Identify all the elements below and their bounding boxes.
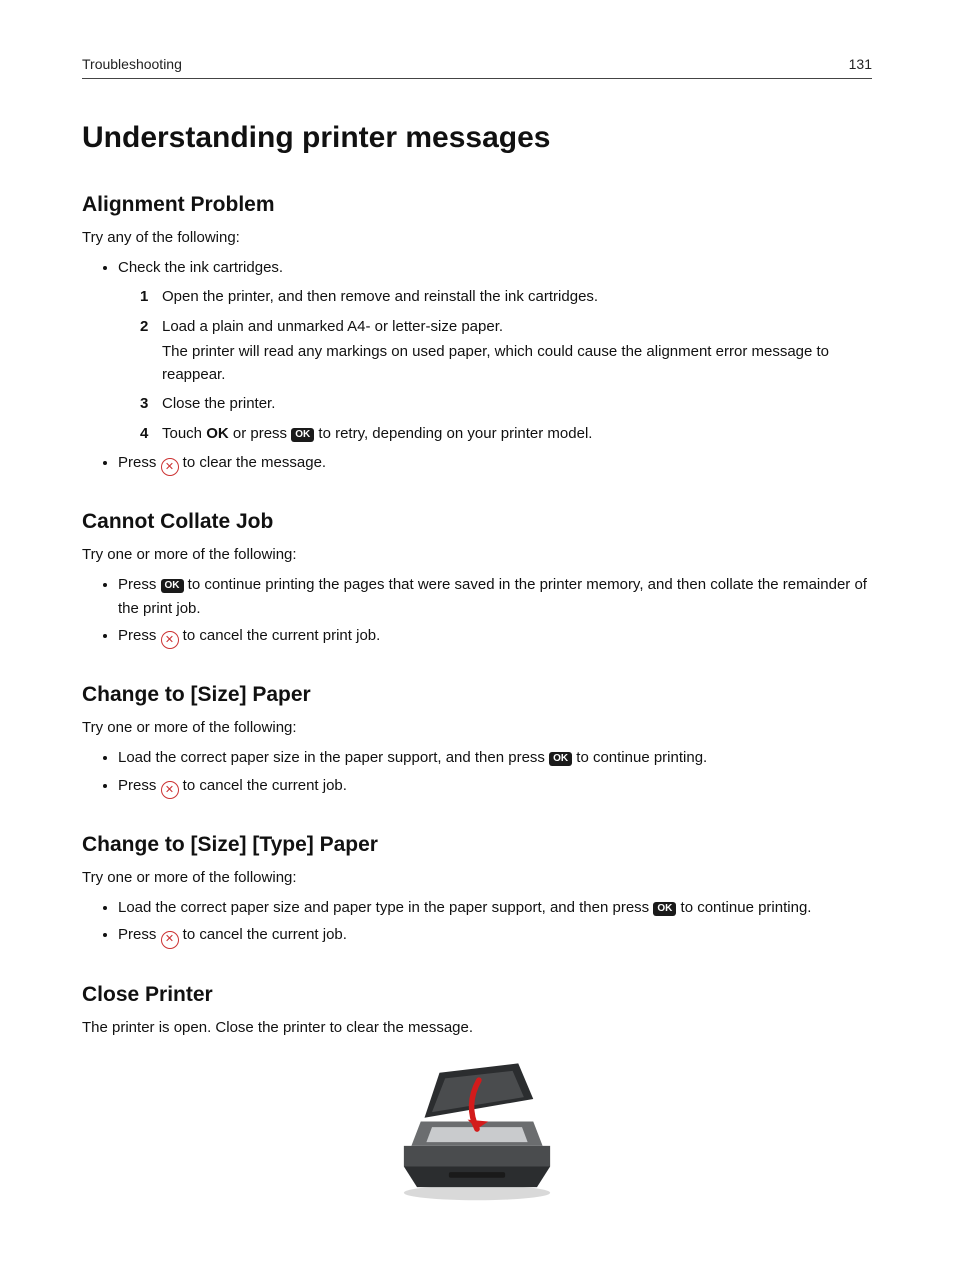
list-item: Press ✕ to cancel the current print job. bbox=[118, 624, 872, 650]
list-item: Press ✕ to cancel the current job. bbox=[118, 774, 872, 800]
printer-illustration bbox=[382, 1054, 572, 1204]
list-item-text: to cancel the current job. bbox=[179, 926, 347, 943]
list-item-text: Check the ink cartridges. bbox=[118, 259, 283, 276]
bullet-list: Load the correct paper size and paper ty… bbox=[100, 896, 872, 949]
bullet-list: Press OK to continue printing the pages … bbox=[100, 573, 872, 649]
step-text: Load a plain and unmarked A4‑ or letter‑… bbox=[162, 318, 503, 335]
list-item-text: to clear the message. bbox=[179, 454, 327, 471]
ok-text: OK bbox=[206, 425, 229, 442]
heading-change-size-paper: Change to [Size] Paper bbox=[82, 683, 872, 707]
list-item-text: to continue printing. bbox=[676, 899, 811, 916]
running-header: Troubleshooting 131 bbox=[82, 56, 872, 79]
step-text: Touch bbox=[162, 425, 206, 442]
list-item-text: Press bbox=[118, 576, 161, 593]
list-item-text: Press bbox=[118, 454, 161, 471]
heading-alignment-problem: Alignment Problem bbox=[82, 193, 872, 217]
cancel-icon: ✕ bbox=[161, 631, 179, 649]
list-item-text: to cancel the current print job. bbox=[179, 627, 381, 644]
list-item-text: to cancel the current job. bbox=[179, 777, 347, 794]
intro-text: Try one or more of the following: bbox=[82, 719, 872, 736]
step-item: Load a plain and unmarked A4‑ or letter‑… bbox=[140, 315, 872, 387]
ordered-steps: Open the printer, and then remove and re… bbox=[140, 285, 872, 445]
list-item-text: Press bbox=[118, 627, 161, 644]
heading-close-printer: Close Printer bbox=[82, 983, 872, 1007]
step-text: to retry, depending on your printer mode… bbox=[314, 425, 592, 442]
intro-text: Try one or more of the following: bbox=[82, 869, 872, 886]
ok-button-icon: OK bbox=[653, 902, 676, 916]
heading-change-size-type-paper: Change to [Size] [Type] Paper bbox=[82, 833, 872, 857]
intro-text: Try one or more of the following: bbox=[82, 546, 872, 563]
page-title: Understanding printer messages bbox=[82, 121, 872, 155]
ok-button-icon: OK bbox=[291, 428, 314, 442]
list-item-text: Press bbox=[118, 777, 161, 794]
list-item: Load the correct paper size and paper ty… bbox=[118, 896, 872, 919]
cancel-icon: ✕ bbox=[161, 931, 179, 949]
list-item: Press ✕ to cancel the current job. bbox=[118, 923, 872, 949]
list-item: Check the ink cartridges. Open the print… bbox=[118, 256, 872, 445]
list-item: Press OK to continue printing the pages … bbox=[118, 573, 872, 620]
list-item-text: to continue printing. bbox=[572, 749, 707, 766]
step-text: or press bbox=[229, 425, 292, 442]
list-item-text: to continue printing the pages that were… bbox=[118, 576, 867, 616]
header-page-number: 131 bbox=[849, 56, 872, 72]
cancel-icon: ✕ bbox=[161, 458, 179, 476]
body-text: The printer is open. Close the printer t… bbox=[82, 1019, 872, 1036]
cancel-icon: ✕ bbox=[161, 781, 179, 799]
step-text: Open the printer, and then remove and re… bbox=[162, 288, 598, 305]
header-section: Troubleshooting bbox=[82, 56, 182, 72]
heading-cannot-collate: Cannot Collate Job bbox=[82, 510, 872, 534]
step-text: Close the printer. bbox=[162, 395, 275, 412]
step-subtext: The printer will read any markings on us… bbox=[162, 340, 872, 387]
list-item: Load the correct paper size in the paper… bbox=[118, 746, 872, 769]
list-item-text: Load the correct paper size and paper ty… bbox=[118, 899, 653, 916]
ok-button-icon: OK bbox=[161, 579, 184, 593]
bullet-list: Check the ink cartridges. Open the print… bbox=[100, 256, 872, 476]
printer-icon bbox=[382, 1054, 572, 1204]
intro-text: Try any of the following: bbox=[82, 229, 872, 246]
document-page: Troubleshooting 131 Understanding printe… bbox=[0, 0, 954, 1264]
step-item: Close the printer. bbox=[140, 392, 872, 415]
list-item-text: Load the correct paper size in the paper… bbox=[118, 749, 549, 766]
step-item: Open the printer, and then remove and re… bbox=[140, 285, 872, 308]
ok-button-icon: OK bbox=[549, 752, 572, 766]
list-item-text: Press bbox=[118, 926, 161, 943]
bullet-list: Load the correct paper size in the paper… bbox=[100, 746, 872, 799]
list-item: Press ✕ to clear the message. bbox=[118, 451, 872, 477]
step-item: Touch OK or press OK to retry, depending… bbox=[140, 422, 872, 445]
